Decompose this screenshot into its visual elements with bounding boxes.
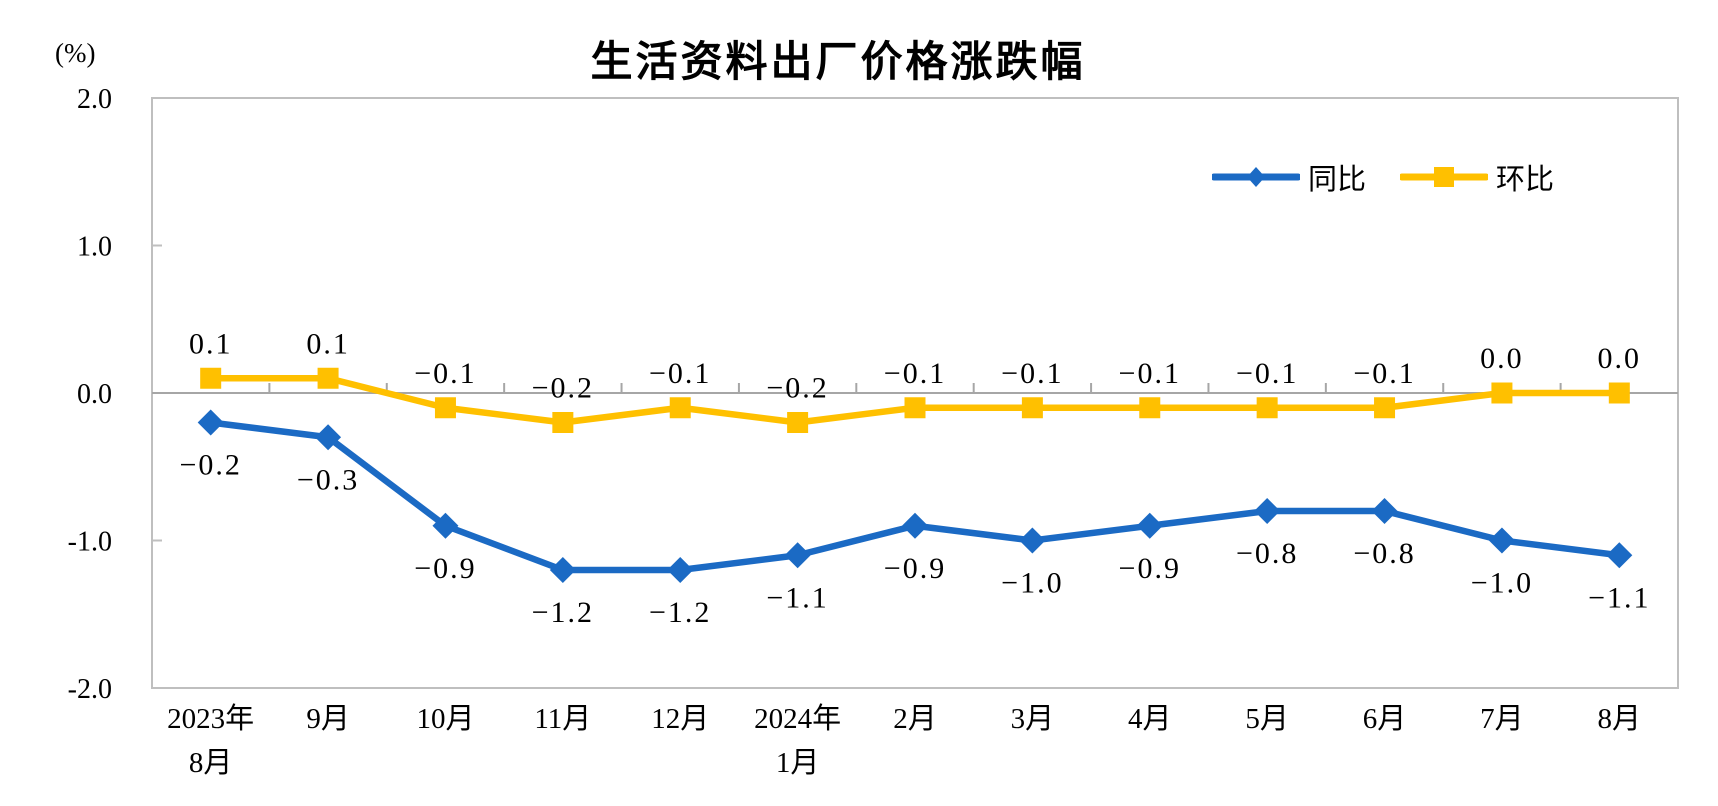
x-axis-category-label: 5月 [1245, 703, 1289, 735]
data-label: −1.2 [649, 596, 711, 629]
data-point-marker [317, 367, 339, 389]
data-label: −0.1 [884, 357, 946, 390]
x-axis-category-label: 2023年 [167, 702, 254, 735]
data-label: −0.9 [414, 552, 476, 585]
tongbi-series-swatch-icon [1212, 167, 1300, 187]
data-point-marker [1254, 498, 1281, 524]
data-point-marker [1256, 397, 1278, 419]
data-point-marker [1374, 397, 1396, 419]
data-point-marker [1019, 527, 1046, 554]
data-label: −1.1 [766, 581, 828, 614]
data-point-marker [434, 397, 456, 419]
data-point-marker [549, 557, 576, 583]
data-point-marker [902, 512, 928, 539]
data-label: 0.0 [1480, 342, 1524, 375]
data-label: −0.1 [1119, 357, 1181, 390]
data-label: −1.0 [1471, 567, 1533, 600]
y-axis-tick-label: -1.0 [68, 527, 112, 558]
data-point-marker [669, 397, 691, 419]
x-axis-category-label: 7月 [1480, 703, 1524, 735]
legend: 同比 环比 [1212, 156, 1554, 198]
data-label: −0.1 [1353, 357, 1415, 390]
data-label: −0.9 [1119, 552, 1181, 585]
data-point-marker [1139, 397, 1161, 419]
y-axis-tick-label: 2.0 [77, 84, 112, 115]
data-point-marker [904, 397, 926, 419]
data-point-marker [1491, 382, 1513, 404]
x-axis-category-label: 8月 [189, 747, 233, 779]
legend-item-tongbi: 同比 [1212, 156, 1366, 198]
huanbi-series-swatch-icon [1400, 167, 1489, 187]
data-label: 0.1 [306, 327, 350, 360]
data-point-marker [1608, 382, 1630, 404]
data-label: −0.8 [1236, 537, 1298, 570]
data-point-marker [784, 542, 811, 569]
data-label: −0.8 [1353, 537, 1415, 570]
chart-title: 生活资料出厂价格涨跌幅 [590, 38, 1086, 85]
data-label: −0.1 [1236, 357, 1298, 390]
x-axis-category-label: 2月 [893, 703, 937, 735]
legend-label-tongbi: 同比 [1308, 164, 1367, 196]
data-point-marker [1371, 498, 1398, 524]
data-point-marker [432, 512, 459, 539]
y-axis-tick-label: -2.0 [68, 674, 112, 705]
data-point-marker [1606, 542, 1633, 569]
x-axis-category-label: 11月 [534, 703, 591, 735]
x-axis-category-label: 9月 [306, 703, 350, 735]
data-label: −0.1 [414, 357, 476, 390]
data-point-marker [1021, 397, 1043, 419]
data-label: −1.2 [532, 596, 594, 629]
data-label: −0.9 [884, 552, 946, 585]
data-point-marker [787, 412, 809, 433]
data-label: −0.2 [532, 372, 594, 405]
data-label: −0.1 [1001, 357, 1063, 390]
x-axis-category-label: 3月 [1011, 703, 1055, 735]
data-point-marker [1488, 527, 1515, 554]
y-axis-tick-label: 1.0 [77, 232, 112, 263]
y-axis-unit-label: (%) [55, 38, 96, 68]
data-point-marker [315, 424, 342, 451]
x-axis-category-label: 12月 [651, 703, 709, 735]
legend-label-huanbi: 环比 [1496, 164, 1555, 196]
data-point-marker [552, 412, 574, 433]
x-axis-category-label: 4月 [1128, 703, 1172, 735]
data-point-marker [1136, 512, 1163, 539]
data-label: −0.3 [297, 463, 359, 496]
data-point-marker [200, 367, 222, 389]
legend-item-huanbi: 环比 [1400, 156, 1554, 198]
y-axis-tick-label: 0.0 [77, 379, 112, 410]
data-point-marker [667, 557, 694, 583]
x-axis-category-label: 6月 [1363, 703, 1407, 735]
data-label: −0.2 [766, 372, 828, 405]
x-axis-category-label: 2024年 [754, 702, 841, 735]
x-axis-category-label: 10月 [416, 703, 474, 735]
data-label: −0.1 [649, 357, 711, 390]
x-axis-category-label: 1月 [776, 747, 820, 779]
data-point-marker [197, 409, 224, 436]
data-label: −0.2 [179, 449, 241, 482]
data-label: 0.0 [1598, 342, 1642, 375]
x-axis-category-label: 8月 [1598, 703, 1642, 735]
data-label: 0.1 [189, 327, 233, 360]
data-label: −1.1 [1588, 581, 1650, 614]
data-label: −1.0 [1001, 567, 1063, 600]
